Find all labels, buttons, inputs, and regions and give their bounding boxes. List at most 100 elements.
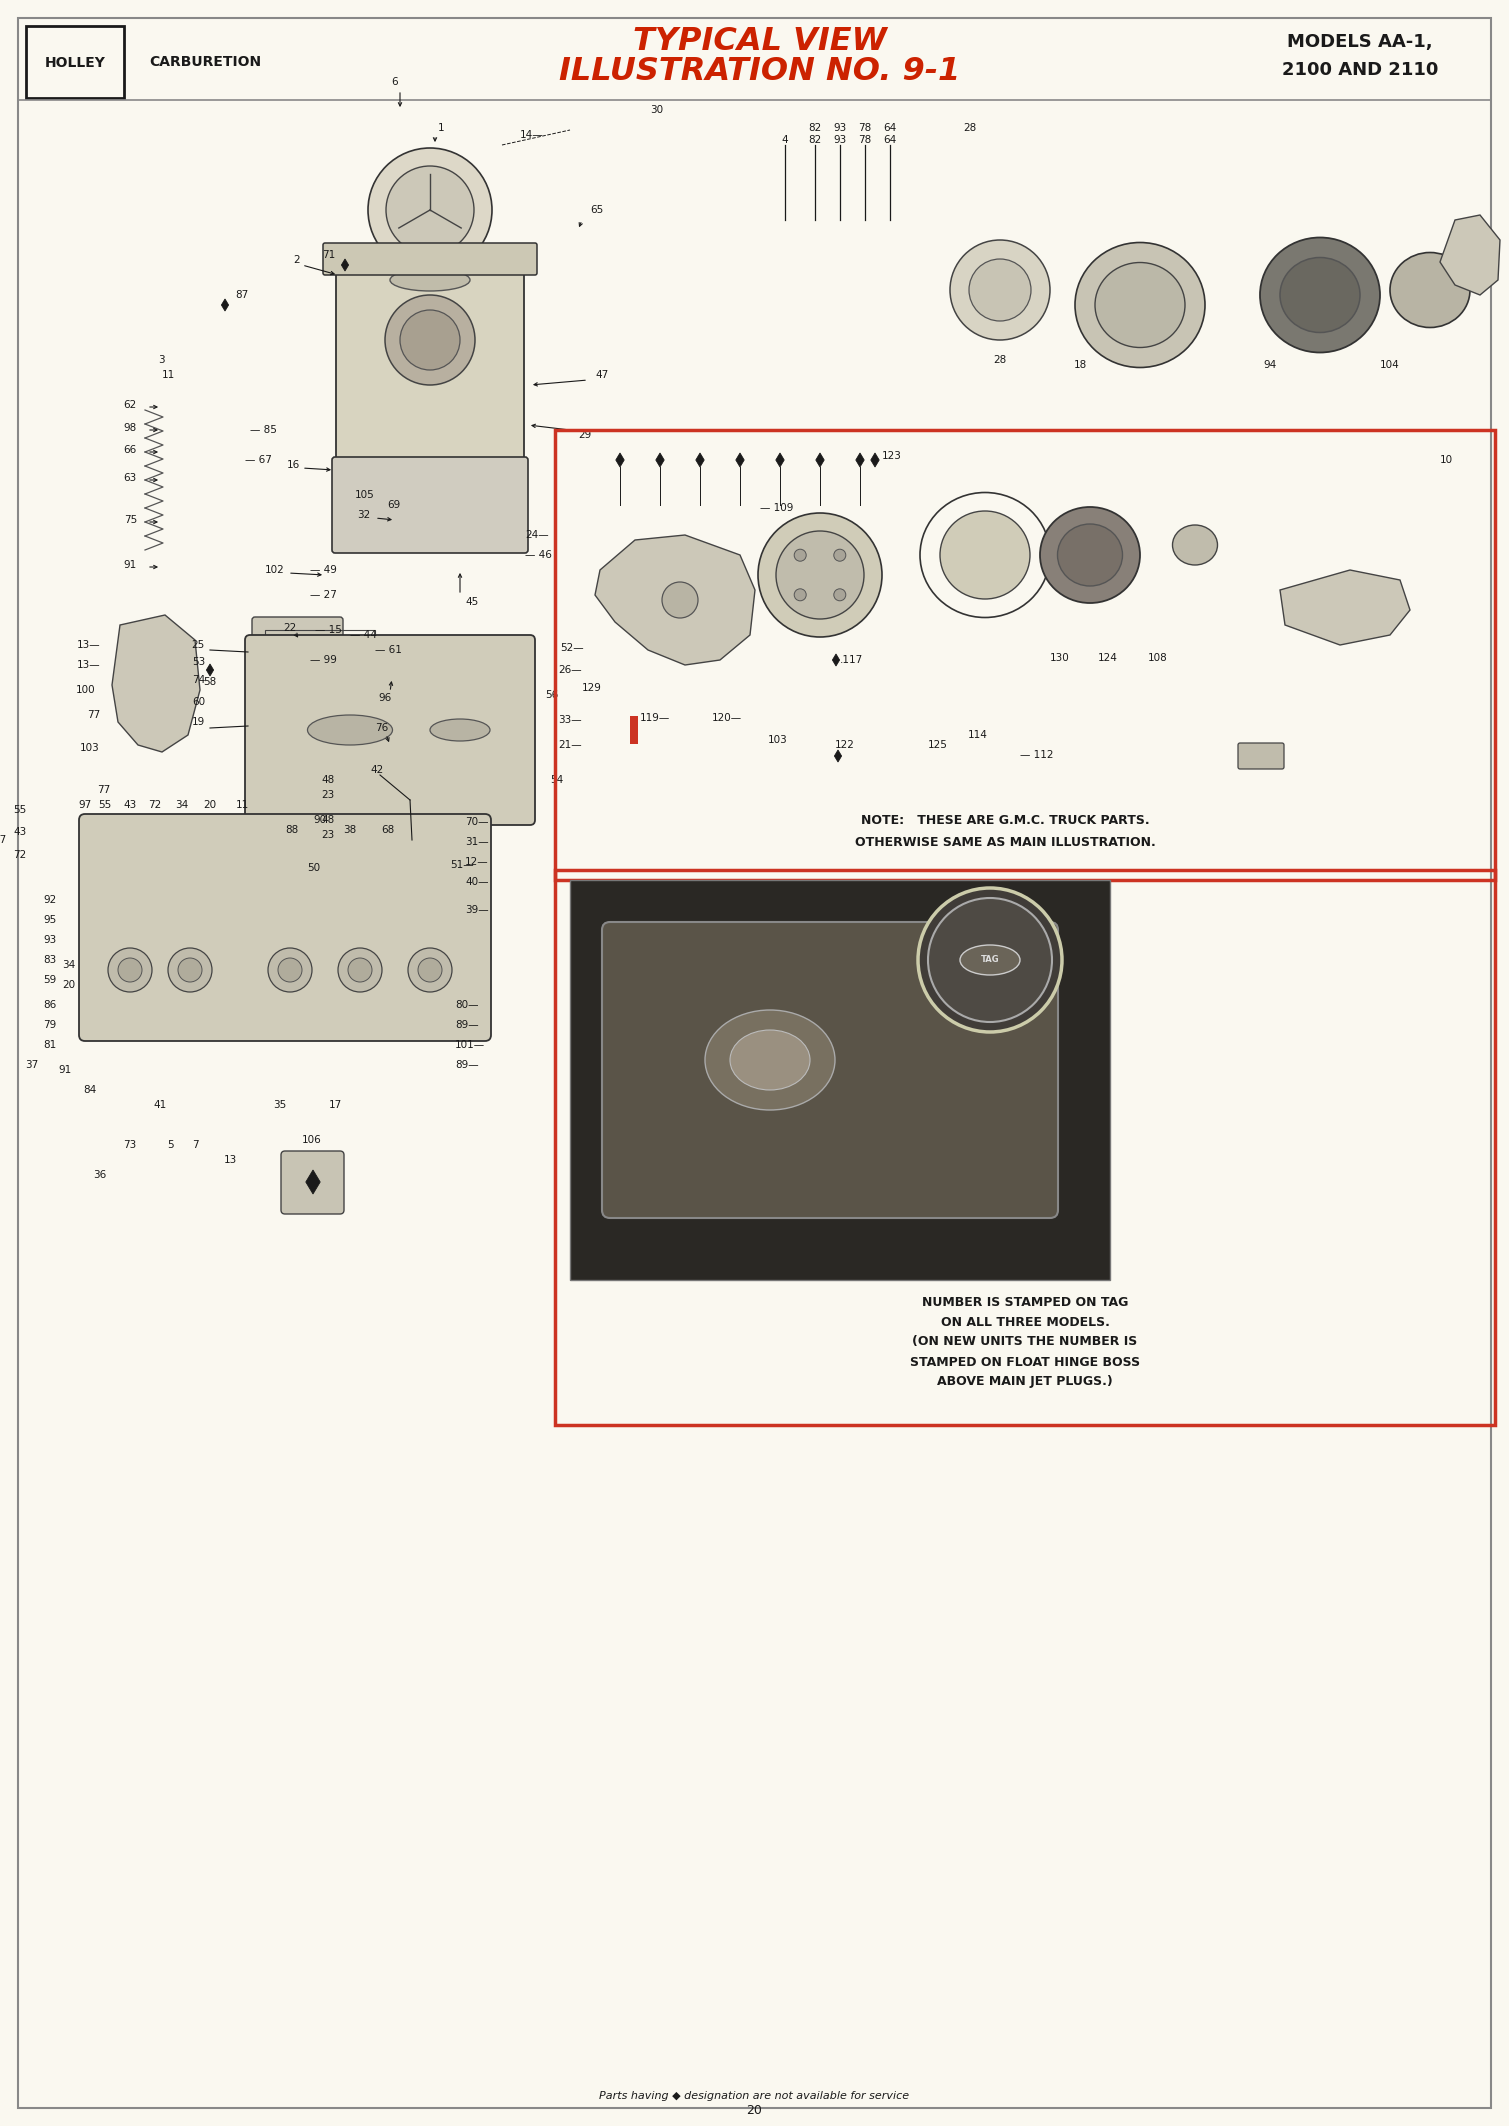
- Text: .117: .117: [841, 655, 863, 665]
- Text: 38: 38: [344, 825, 356, 836]
- Text: 86: 86: [44, 999, 57, 1010]
- Polygon shape: [341, 259, 349, 270]
- Ellipse shape: [951, 240, 1050, 340]
- Text: 78: 78: [859, 123, 872, 134]
- Text: — 49: — 49: [309, 566, 337, 574]
- Polygon shape: [616, 453, 625, 468]
- Text: 24—: 24—: [525, 529, 549, 540]
- Circle shape: [338, 948, 382, 993]
- Text: 82: 82: [809, 123, 821, 134]
- Text: 114: 114: [967, 729, 988, 740]
- Circle shape: [269, 948, 312, 993]
- Text: — 61: — 61: [376, 644, 401, 655]
- Polygon shape: [1440, 215, 1500, 296]
- Text: 48: 48: [321, 776, 335, 784]
- Text: 13—: 13—: [77, 659, 100, 670]
- Text: 55: 55: [98, 799, 112, 810]
- Text: 122: 122: [834, 740, 856, 750]
- Ellipse shape: [1390, 253, 1470, 327]
- Text: 63: 63: [124, 472, 137, 483]
- Text: — 15: — 15: [315, 625, 343, 636]
- Polygon shape: [317, 840, 323, 850]
- Text: 79: 79: [44, 1020, 57, 1029]
- Circle shape: [109, 948, 152, 993]
- Polygon shape: [834, 750, 842, 761]
- Text: 30: 30: [650, 104, 662, 115]
- Ellipse shape: [969, 259, 1031, 321]
- Text: 124: 124: [1099, 653, 1118, 663]
- Circle shape: [834, 589, 847, 602]
- Text: STAMPED ON FLOAT HINGE BOSS: STAMPED ON FLOAT HINGE BOSS: [910, 1356, 1141, 1369]
- Text: 58: 58: [204, 676, 217, 687]
- Text: 78: 78: [859, 134, 872, 145]
- Ellipse shape: [308, 714, 392, 744]
- Text: — 99: — 99: [309, 655, 337, 665]
- Text: 80—: 80—: [456, 999, 478, 1010]
- Text: 22: 22: [284, 623, 297, 634]
- Text: 91: 91: [59, 1065, 71, 1076]
- Text: ILLUSTRATION NO. 9-1: ILLUSTRATION NO. 9-1: [560, 57, 961, 87]
- Text: 39—: 39—: [465, 906, 489, 914]
- Text: 64: 64: [883, 123, 896, 134]
- Polygon shape: [595, 536, 754, 665]
- Text: NOTE:   THESE ARE G.M.C. TRUCK PARTS.: NOTE: THESE ARE G.M.C. TRUCK PARTS.: [860, 814, 1150, 827]
- Circle shape: [917, 889, 1062, 1031]
- Text: 20: 20: [204, 799, 217, 810]
- Text: 130: 130: [1050, 653, 1070, 663]
- Text: 56: 56: [545, 691, 558, 699]
- Text: 55: 55: [14, 806, 27, 814]
- Circle shape: [385, 296, 475, 385]
- Text: 23: 23: [321, 791, 335, 799]
- Polygon shape: [856, 453, 865, 468]
- Text: NUMBER IS STAMPED ON TAG: NUMBER IS STAMPED ON TAG: [922, 1295, 1129, 1307]
- Text: 2100 AND 2110: 2100 AND 2110: [1281, 62, 1438, 79]
- Text: 33—: 33—: [558, 714, 581, 725]
- Text: 98: 98: [124, 423, 137, 434]
- Text: 51—: 51—: [450, 861, 474, 870]
- Text: 102: 102: [266, 566, 285, 574]
- Text: OTHERWISE SAME AS MAIN ILLUSTRATION.: OTHERWISE SAME AS MAIN ILLUSTRATION.: [854, 836, 1156, 848]
- Text: 65: 65: [590, 204, 604, 215]
- Text: TYPICAL VIEW: TYPICAL VIEW: [634, 26, 887, 57]
- Circle shape: [178, 959, 202, 982]
- Text: 23: 23: [321, 829, 335, 840]
- Text: 82: 82: [809, 134, 821, 145]
- Text: 6: 6: [391, 77, 398, 87]
- Text: 104: 104: [1381, 359, 1400, 370]
- Text: 95: 95: [44, 914, 57, 925]
- Circle shape: [662, 583, 699, 619]
- Text: 37: 37: [26, 1061, 39, 1069]
- Text: 105: 105: [355, 489, 376, 500]
- Circle shape: [368, 149, 492, 272]
- Text: 59: 59: [44, 976, 57, 984]
- Text: 75: 75: [124, 514, 137, 525]
- Text: 29: 29: [578, 429, 592, 440]
- Text: 14—: 14—: [521, 130, 543, 140]
- Text: 97: 97: [0, 836, 6, 844]
- Text: ON ALL THREE MODELS.: ON ALL THREE MODELS.: [940, 1316, 1109, 1329]
- Polygon shape: [306, 1169, 320, 1195]
- Text: 41: 41: [154, 1099, 166, 1110]
- Text: 48: 48: [321, 814, 335, 825]
- Text: — 112: — 112: [1020, 750, 1053, 759]
- Text: 11: 11: [235, 799, 249, 810]
- Bar: [629, 716, 638, 744]
- Text: 31—: 31—: [465, 838, 489, 846]
- Polygon shape: [656, 453, 664, 468]
- Text: 34: 34: [175, 799, 189, 810]
- Text: 84: 84: [83, 1084, 97, 1095]
- Ellipse shape: [430, 719, 490, 742]
- Text: 28: 28: [963, 123, 976, 134]
- Text: — 27: — 27: [309, 591, 337, 600]
- Text: — 67: — 67: [244, 455, 272, 466]
- Text: 93: 93: [44, 935, 57, 944]
- Ellipse shape: [1280, 257, 1360, 332]
- Text: 81: 81: [44, 1040, 57, 1050]
- FancyBboxPatch shape: [1237, 742, 1284, 770]
- Text: — 109: — 109: [761, 504, 794, 512]
- Text: 76: 76: [376, 723, 389, 733]
- Text: 19: 19: [192, 716, 205, 727]
- Ellipse shape: [1058, 523, 1123, 587]
- Text: MODELS AA-1,: MODELS AA-1,: [1287, 34, 1434, 51]
- Ellipse shape: [730, 1029, 810, 1091]
